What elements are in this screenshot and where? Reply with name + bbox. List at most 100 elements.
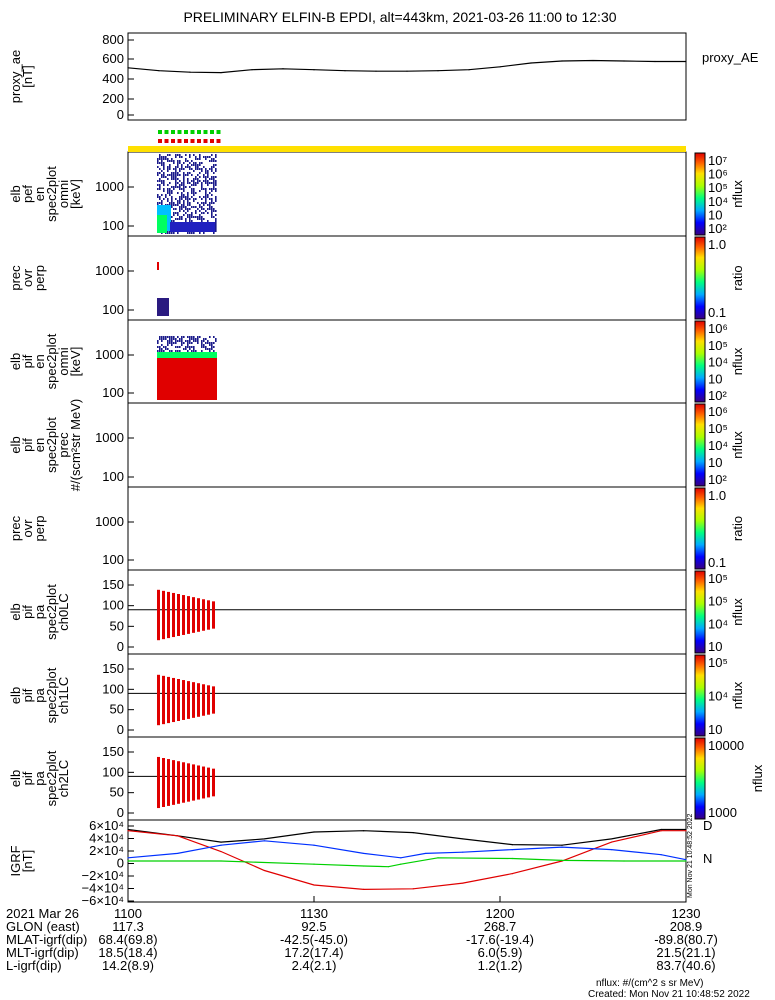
spectrogram-pixel (211, 344, 213, 346)
spectrogram-pixel (207, 172, 209, 174)
spectrogram-pixel (177, 154, 179, 156)
spectrogram-pixel (179, 188, 181, 190)
spectrogram-pixel (173, 336, 175, 338)
spectrogram-pixel (177, 162, 179, 164)
flag-mark (165, 130, 169, 134)
spectrogram-pixel (209, 202, 211, 204)
spectrogram-pixel (189, 162, 191, 164)
spectrogram-pixel (159, 186, 161, 188)
spectrogram-pixel (215, 230, 217, 232)
spectrogram-pixel (209, 160, 211, 162)
series-point (264, 840, 265, 841)
spectrogram-pixel (175, 154, 177, 156)
spectrogram-pixel (199, 210, 201, 212)
spectrogram-pixel (161, 160, 163, 162)
spectrogram-pixel (207, 212, 209, 214)
spectrogram-pixel (183, 196, 185, 198)
series-point (561, 847, 562, 848)
series-point (499, 66, 500, 67)
series-point (685, 61, 686, 62)
series-point (220, 72, 221, 73)
ytick-label: 100 (102, 469, 124, 484)
series-point (220, 851, 221, 852)
spectrogram-pixel (205, 156, 207, 158)
ytick-label: 1000 (95, 347, 124, 362)
spectrogram-pixel (215, 154, 217, 156)
series-point (462, 838, 463, 839)
spectrogram-pixel (197, 174, 199, 176)
spectrogram-pixel (213, 160, 215, 162)
spectrogram-pixel (169, 188, 171, 190)
spectrogram-pixel (215, 338, 217, 340)
spectrogram-pixel (175, 184, 177, 186)
series-point (158, 70, 159, 71)
panel-ylabel: [nT] (20, 65, 35, 87)
colorbar-scale (695, 321, 705, 402)
ytick-label: 1000 (95, 514, 124, 529)
spectrogram-pixel (191, 220, 193, 222)
ephem-row-label: L-igrf(dip) (6, 958, 62, 973)
panel-prec_ovr_perp_i: precovrperp 10001001.00.1ratio (8, 487, 745, 570)
spectrogram-pixel (163, 180, 165, 182)
spectrogram-pixel (187, 172, 189, 174)
ephem-value: 1.2(1.2) (478, 958, 523, 973)
ytick-label: 100 (102, 764, 124, 779)
spectrogram-pixel (185, 346, 187, 348)
series-point (220, 845, 221, 846)
spectrogram-pixel (173, 188, 175, 190)
spectrogram-pixel (211, 198, 213, 200)
spectrogram-pixel (157, 162, 159, 164)
spectrogram-pixel (169, 154, 171, 156)
spectrogram-pixel (167, 340, 169, 342)
ytick-label: 800 (102, 32, 124, 47)
spectrogram-pixel (193, 194, 195, 196)
colorbar-scale (695, 738, 705, 819)
spectrogram-pixel (215, 160, 217, 162)
spectrogram-pixel (171, 196, 173, 198)
spectrogram-pixel (171, 200, 173, 202)
series-point (127, 860, 128, 861)
pa-stripe (167, 592, 170, 638)
spectrogram-pixel (159, 350, 161, 352)
spectrogram-pixel (181, 216, 183, 218)
spectrogram-pixel (213, 182, 215, 184)
colorbar-tick: 0.1 (708, 555, 726, 570)
spectrogram-pixel (209, 344, 211, 346)
spectrogram-pixel (157, 352, 217, 358)
spectrogram-pixel (189, 154, 191, 156)
spectrogram-pixel (203, 208, 205, 210)
spectrogram-pixel (161, 194, 163, 196)
panel-frame (128, 570, 686, 654)
spectrogram-pixel (171, 176, 173, 178)
spectrogram-pixel (189, 218, 191, 220)
spectrogram-pixel (175, 212, 177, 214)
igrf-stamp: Mon Nov 21 10:48:52 2022 (687, 813, 694, 898)
spectrogram-pixel (183, 210, 185, 212)
colorbar-label: nflux (730, 681, 745, 709)
spectrogram-pixel (161, 156, 163, 158)
spectrogram-pixel (185, 158, 187, 160)
spectrogram-pixel (169, 166, 171, 168)
series-point (177, 853, 178, 854)
spectrogram-pixel (183, 206, 185, 208)
pa-stripe (187, 681, 190, 719)
colorbar-label: nflux (730, 180, 745, 208)
spectrogram-pixel (167, 192, 169, 194)
colorbar-scale (695, 153, 705, 235)
spectrogram-pixel (187, 342, 189, 344)
colorbar-tick: 10⁳ (708, 639, 722, 654)
spectrogram-pixel (187, 216, 189, 218)
panel-elb_pif_pa_ch0: elbpifpaspec2plotch0LC15010050010⁵10⁵10⁴… (8, 570, 745, 654)
spectrogram-pixel (167, 188, 169, 190)
spectrogram-pixel (199, 154, 201, 156)
spectrogram-pixel (161, 170, 163, 172)
spectrogram-pixel (181, 344, 183, 346)
ytick-label: 50 (110, 618, 124, 633)
spectrogram-pixel (215, 196, 217, 198)
spectrogram-pixel (179, 160, 181, 162)
panel-ylabel: ch2LC (56, 760, 71, 798)
spectrogram-pixel (177, 346, 179, 348)
spectrogram-pixel (203, 232, 205, 234)
spectrogram-pixel (181, 182, 183, 184)
spectrogram-pixel (157, 174, 159, 176)
